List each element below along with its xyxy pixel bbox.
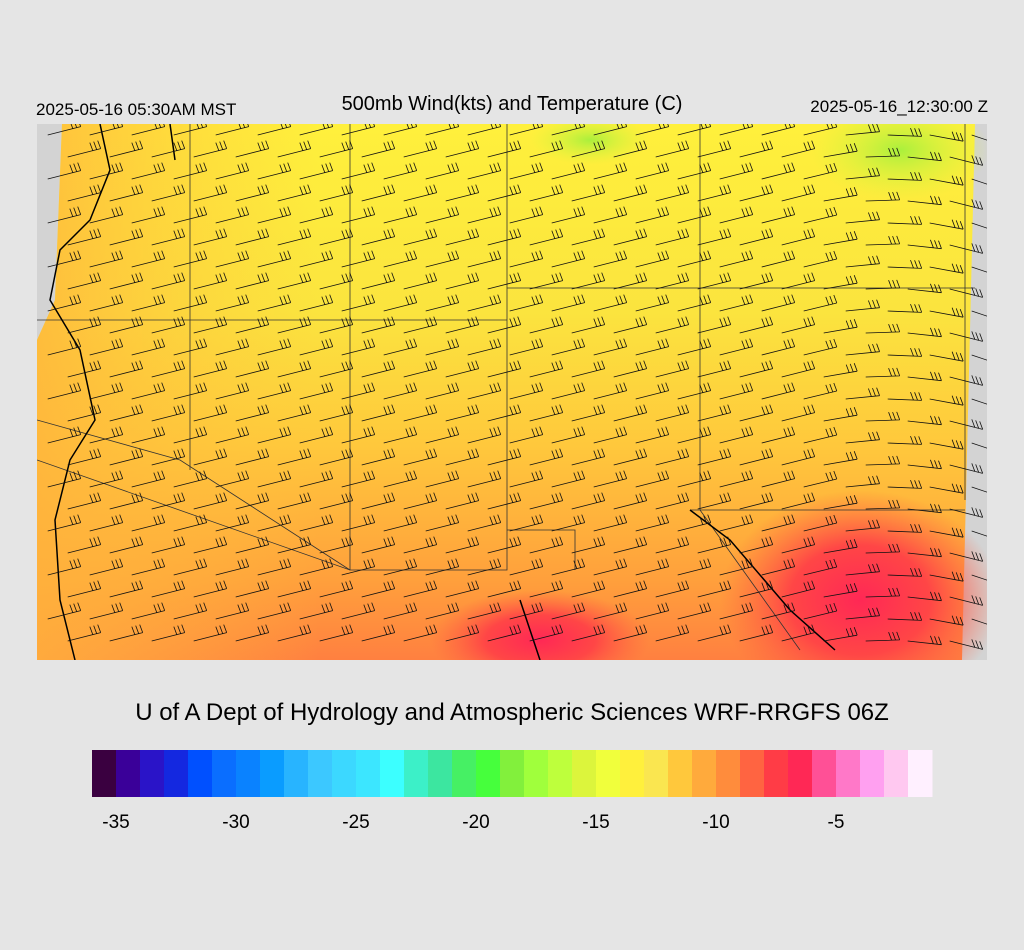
- colorbar-swatch: [308, 750, 333, 797]
- colorbar-swatch: [812, 750, 837, 797]
- colorbar-tick-label: -10: [702, 812, 729, 833]
- colorbar-swatch: [620, 750, 645, 797]
- borders: [49, 124, 836, 660]
- colorbar-swatch: [380, 750, 405, 797]
- colorbar-swatch: [668, 750, 693, 797]
- warm-area: [720, 490, 987, 660]
- warm-area: [430, 590, 650, 660]
- colorbar-swatch: [884, 750, 909, 797]
- wind-barbs: [47, 124, 987, 650]
- colorbar-swatch: [140, 750, 165, 797]
- valid-time-local: 2025-05-16 05:30AM MST: [36, 100, 236, 119]
- colorbar-swatch: [644, 750, 669, 797]
- colorbar-swatch: [476, 750, 501, 797]
- colorbar-swatch: [332, 750, 357, 797]
- colorbar-swatch: [788, 750, 813, 797]
- colorbar-swatch: [212, 750, 237, 797]
- boundaries: [37, 124, 975, 651]
- colorbar-swatch: [596, 750, 621, 797]
- colorbar-swatch: [404, 750, 429, 797]
- colorbar-swatch: [572, 750, 597, 797]
- colorbar-swatch: [284, 750, 309, 797]
- colorbar-swatch: [740, 750, 765, 797]
- colorbar-swatch: [764, 750, 789, 797]
- map: [37, 124, 987, 660]
- map-title: 500mb Wind(kts) and Temperature (C): [342, 93, 683, 115]
- colorbar-tick-label: -30: [222, 812, 249, 833]
- colorbar: -35 -30 -25 -20 -15 -10 -5: [92, 750, 933, 833]
- colorbar-swatch: [428, 750, 453, 797]
- barb-set: [47, 124, 987, 650]
- colorbar-tick-label: -5: [828, 812, 845, 833]
- colorbar-tick-label: -15: [582, 812, 609, 833]
- colorbar-swatch: [500, 750, 525, 797]
- cool-area: [810, 124, 987, 200]
- colorbar-swatch: [692, 750, 717, 797]
- colorbar-swatch: [92, 750, 117, 797]
- colorbar-swatch: [356, 750, 381, 797]
- colorbar-swatch: [164, 750, 189, 797]
- colorbar-tick-label: -35: [102, 812, 129, 833]
- colorbar-swatch: [908, 750, 933, 797]
- colorbar-swatch: [236, 750, 261, 797]
- colorbar-swatch: [548, 750, 573, 797]
- colorbar-swatch: [860, 750, 885, 797]
- colorbar-swatch: [836, 750, 861, 797]
- colorbar-swatch: [260, 750, 285, 797]
- colorbar-swatch: [716, 750, 741, 797]
- colorbar-swatch: [188, 750, 213, 797]
- colorbar-swatch: [452, 750, 477, 797]
- colorbar-swatch: [116, 750, 141, 797]
- colorbar-tick-label: -20: [462, 812, 489, 833]
- credit: U of A Dept of Hydrology and Atmospheric…: [135, 699, 889, 726]
- colorbar-swatch: [524, 750, 549, 797]
- colorbar-tick-label: -25: [342, 812, 369, 833]
- cool-area: [530, 124, 650, 165]
- valid-time-utc: 2025-05-16_12:30:00 Z: [810, 97, 988, 116]
